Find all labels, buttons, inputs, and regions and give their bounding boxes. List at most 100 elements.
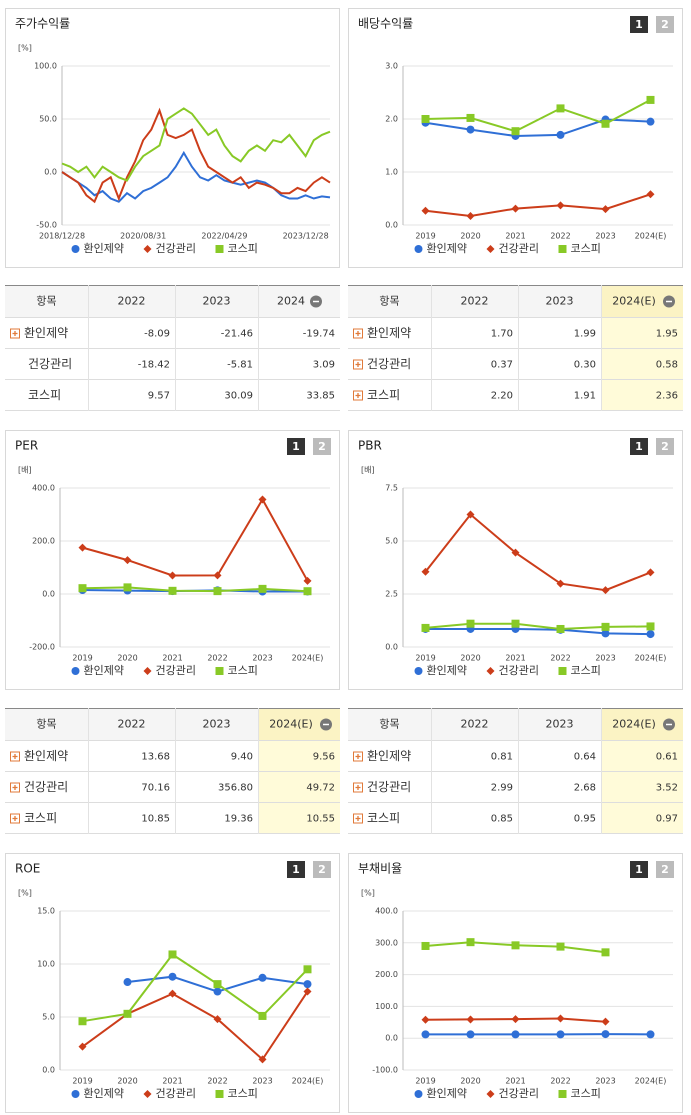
legend-marker	[486, 245, 495, 253]
tab-button[interactable]	[630, 438, 648, 455]
table-cell: 0.37	[491, 360, 513, 371]
tab-button-label[interactable]: 1	[635, 18, 643, 31]
y-tick-label: 400.0	[375, 907, 398, 916]
table-header-cell: 2022	[118, 718, 146, 731]
legend-marker	[71, 1090, 80, 1098]
table-cell: 19.36	[224, 814, 253, 825]
table-cell: 0.61	[656, 752, 678, 763]
table-cell: 9.57	[148, 391, 170, 402]
point	[556, 942, 565, 951]
point	[601, 622, 610, 631]
legend-marker	[486, 1090, 495, 1098]
table-header-cell: 2024(E)	[269, 718, 313, 731]
expand-icon-plus[interactable]	[355, 393, 361, 398]
point	[646, 95, 655, 104]
tab-button[interactable]	[630, 861, 648, 878]
point	[646, 190, 655, 199]
point	[78, 1017, 87, 1026]
x-tick-label: 2022	[550, 232, 570, 241]
expand-icon-plus[interactable]	[355, 785, 361, 790]
point	[601, 586, 610, 595]
point	[421, 1015, 430, 1024]
point	[168, 989, 177, 998]
row-name: 환인제약	[24, 748, 68, 763]
row-name: 환인제약	[367, 325, 411, 340]
panel	[348, 430, 683, 690]
x-tick-label: 2021	[162, 1077, 182, 1086]
series-line	[82, 586, 308, 593]
point	[258, 973, 267, 982]
expand-icon-plus[interactable]	[355, 754, 361, 759]
point	[258, 1011, 267, 1020]
panel-title: PBR	[358, 439, 382, 453]
y-tick-label: 200.0	[375, 970, 398, 979]
legend-label: 코스피	[228, 664, 258, 677]
legend-label: 코스피	[571, 1087, 601, 1100]
series-line	[81, 991, 309, 1061]
point	[511, 204, 520, 213]
tab-button[interactable]	[313, 438, 331, 455]
x-tick-label: 2023	[595, 654, 615, 663]
table-header-cell: 2022	[461, 718, 489, 731]
x-tick-label: 2023	[595, 232, 615, 241]
point	[168, 950, 177, 959]
expand-icon-plus[interactable]	[355, 816, 361, 821]
highlight-column	[601, 741, 683, 834]
point	[421, 623, 430, 632]
point	[466, 510, 475, 519]
x-tick-label: 2019	[415, 1077, 435, 1086]
panel	[5, 430, 340, 690]
expand-icon-plus[interactable]	[12, 816, 18, 821]
point	[168, 972, 177, 981]
point	[646, 568, 655, 577]
tab-button-label[interactable]: 2	[661, 440, 669, 453]
tab-button[interactable]	[313, 861, 331, 878]
table-cell: 0.95	[574, 814, 596, 825]
point	[646, 630, 655, 639]
tab-button[interactable]	[287, 861, 305, 878]
table-cell: 0.64	[574, 752, 596, 763]
point	[601, 1030, 610, 1039]
table-cell: 1.91	[574, 391, 596, 402]
tab-button[interactable]	[656, 16, 674, 33]
legend-label: 코스피	[228, 1087, 258, 1100]
y-tick-label: 300.0	[375, 938, 398, 947]
tab-button[interactable]	[656, 861, 674, 878]
expand-icon-plus[interactable]	[12, 331, 18, 336]
table-cell: -19.74	[303, 329, 335, 340]
tab-button-label[interactable]: 2	[318, 440, 326, 453]
tab-button-label[interactable]: 1	[292, 440, 300, 453]
x-tick-label: 2021	[505, 1077, 525, 1086]
y-tick-label: 5.0	[42, 1013, 55, 1022]
panel-title: 배당수익률	[358, 17, 413, 31]
tab-button[interactable]	[656, 438, 674, 455]
table-header-cell: 2022	[118, 295, 146, 308]
panel-title: 주가수익률	[15, 17, 70, 31]
point	[78, 543, 87, 552]
table-cell: -18.42	[138, 360, 170, 371]
tab-button-label[interactable]: 2	[661, 18, 669, 31]
series-line	[425, 193, 651, 218]
expand-icon-plus[interactable]	[12, 785, 18, 790]
legend-marker	[414, 245, 423, 253]
x-tick-label: 2019	[415, 232, 435, 241]
table-cell: 2.36	[656, 391, 678, 402]
table-cell: 2.99	[491, 783, 513, 794]
y-tick-label: 400.0	[32, 484, 55, 493]
expand-icon-plus[interactable]	[12, 754, 18, 759]
tab-button-label[interactable]: 1	[292, 863, 300, 876]
point	[646, 1030, 655, 1039]
table-cell: 356.80	[218, 783, 253, 794]
point	[556, 579, 565, 588]
expand-icon-plus[interactable]	[355, 331, 361, 336]
tab-button-label[interactable]: 2	[661, 863, 669, 876]
tab-button[interactable]	[287, 438, 305, 455]
expand-icon-plus[interactable]	[355, 362, 361, 367]
legend-marker	[71, 245, 80, 253]
tab-button-label[interactable]: 2	[318, 863, 326, 876]
table-cell: 1.99	[574, 329, 596, 340]
tab-button-label[interactable]: 1	[635, 863, 643, 876]
tab-button[interactable]	[630, 16, 648, 33]
tab-button-label[interactable]: 1	[635, 440, 643, 453]
y-tick-label: 0.0	[385, 1034, 398, 1043]
